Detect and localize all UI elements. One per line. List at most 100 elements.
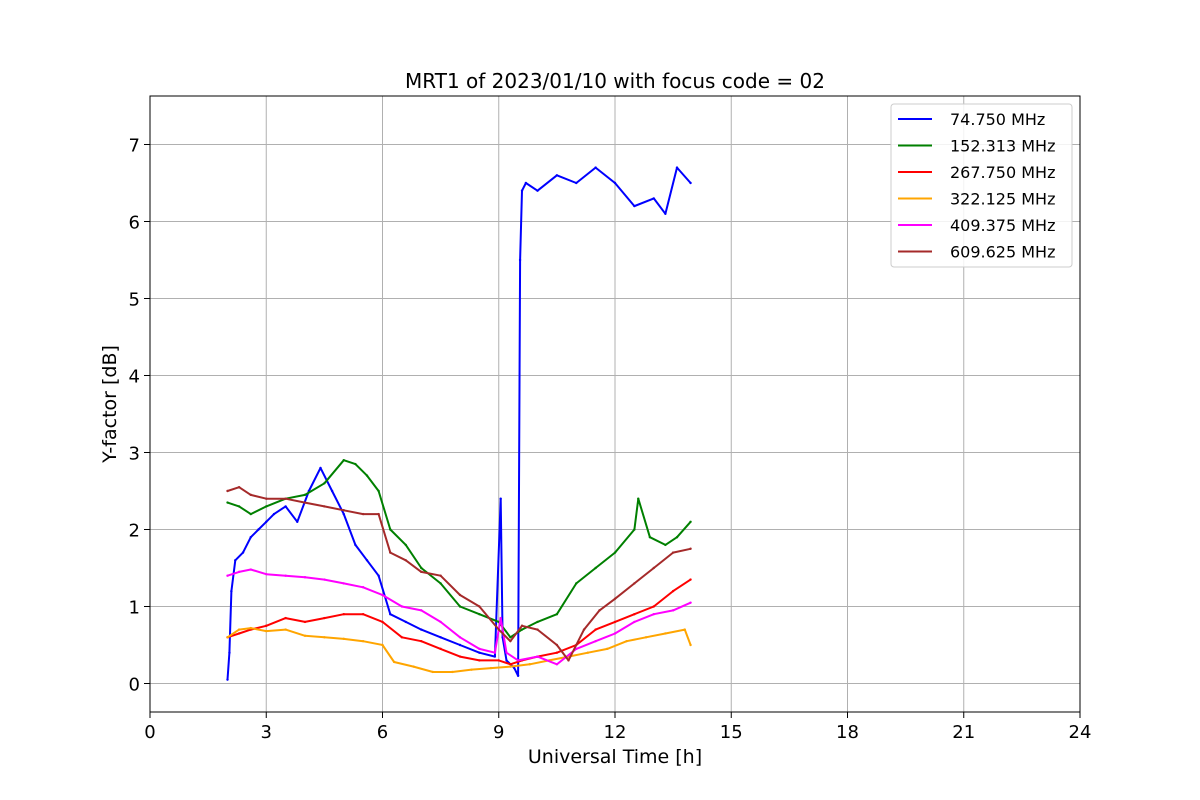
data-point	[234, 559, 237, 562]
data-point	[633, 528, 636, 531]
data-point	[664, 543, 667, 547]
data-point	[478, 605, 481, 608]
data-point	[323, 578, 326, 581]
legend-label: 267.750 MHz	[950, 163, 1055, 182]
data-point	[265, 572, 268, 576]
data-point	[354, 543, 357, 547]
data-point	[689, 547, 692, 550]
data-point	[342, 459, 345, 462]
data-point	[675, 166, 679, 169]
data-point	[478, 659, 481, 662]
data-point	[594, 639, 597, 643]
data-point	[520, 189, 524, 192]
data-point	[671, 589, 675, 593]
data-point	[683, 628, 686, 631]
data-point	[516, 659, 520, 662]
legend-label: 609.625 MHz	[950, 243, 1055, 262]
data-point	[505, 651, 508, 654]
data-point	[633, 582, 636, 585]
data-point	[400, 605, 404, 608]
data-point	[237, 570, 241, 574]
data-point	[265, 629, 268, 633]
data-point	[652, 197, 655, 200]
x-axis-title: Universal Time [h]	[528, 746, 702, 768]
data-point	[365, 474, 369, 477]
x-tick-label: 15	[720, 722, 743, 743]
data-point	[689, 601, 692, 604]
data-point	[505, 659, 508, 662]
data-point	[284, 497, 287, 500]
data-point	[689, 181, 692, 185]
data-point	[613, 597, 617, 601]
data-point	[536, 620, 539, 624]
y-tick-label: 2	[129, 521, 140, 542]
data-point	[633, 204, 636, 208]
data-point	[536, 628, 539, 631]
data-point	[342, 509, 345, 512]
data-point	[389, 528, 392, 531]
data-point	[555, 663, 559, 666]
data-point	[439, 620, 442, 624]
data-point	[652, 605, 655, 608]
data-point	[499, 497, 502, 500]
data-point	[237, 632, 241, 635]
data-point	[420, 639, 423, 643]
data-point	[404, 559, 407, 562]
data-point	[613, 620, 617, 624]
legend-label: 322.125 MHz	[950, 190, 1055, 209]
data-point	[303, 576, 307, 579]
data-point	[389, 551, 392, 554]
y-tick-label: 6	[129, 213, 140, 234]
data-point	[499, 616, 502, 620]
data-point	[365, 559, 369, 562]
data-point	[594, 166, 597, 169]
y-tick-label: 3	[129, 444, 140, 465]
data-point	[237, 505, 241, 508]
data-point	[613, 551, 617, 554]
data-point	[303, 620, 307, 624]
data-point	[237, 628, 241, 631]
data-point	[509, 665, 512, 668]
data-point	[648, 536, 652, 539]
data-point	[509, 639, 512, 643]
data-point	[226, 489, 229, 493]
data-point	[520, 628, 524, 631]
data-point	[323, 505, 326, 508]
data-point	[671, 551, 675, 554]
data-point	[493, 651, 497, 654]
data-point	[652, 566, 655, 570]
data-point	[689, 520, 692, 524]
data-point	[319, 466, 322, 470]
series-lines	[226, 166, 692, 681]
data-point	[594, 628, 597, 631]
data-point	[226, 574, 229, 577]
data-point	[303, 501, 307, 504]
data-point	[377, 574, 380, 577]
data-point	[342, 582, 345, 585]
data-point	[664, 212, 667, 216]
data-point	[633, 613, 636, 616]
data-point	[342, 637, 345, 641]
data-point	[303, 634, 307, 637]
data-point	[420, 628, 423, 631]
data-point	[361, 639, 365, 643]
data-point	[664, 632, 667, 635]
y-axis-title: Y-factor [dB]	[99, 345, 121, 464]
data-point	[342, 512, 345, 516]
data-point	[513, 666, 516, 670]
data-point	[633, 620, 636, 624]
x-tick-label: 21	[952, 722, 975, 743]
x-tick-label: 12	[604, 722, 627, 743]
data-point	[606, 647, 609, 651]
data-point	[230, 589, 233, 593]
data-point	[637, 497, 640, 500]
data-point	[598, 609, 601, 612]
data-point	[555, 651, 559, 654]
data-point	[675, 536, 679, 539]
legend-label: 409.375 MHz	[950, 216, 1055, 235]
data-point	[237, 485, 241, 489]
data-point	[689, 578, 692, 581]
y-tick-label: 5	[129, 290, 140, 311]
data-point	[249, 626, 252, 630]
